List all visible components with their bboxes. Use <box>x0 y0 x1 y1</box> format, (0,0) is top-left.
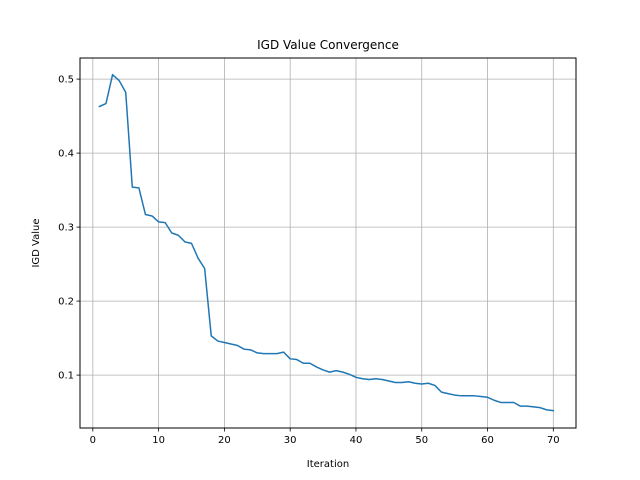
x-tick-label: 40 <box>350 435 363 446</box>
x-tick-label: 30 <box>284 435 297 446</box>
grid <box>80 58 576 428</box>
y-axis-title: IGD Value <box>31 218 42 267</box>
chart-title: IGD Value Convergence <box>257 38 399 52</box>
y-axis: 0.1 0.2 0.3 0.4 0.5 <box>58 75 80 382</box>
y-tick-label: 0.5 <box>58 75 74 86</box>
igd-series-line <box>98 73 555 412</box>
x-axis: 0 10 20 30 40 50 60 70 <box>90 428 560 446</box>
y-tick-label: 0.3 <box>58 223 74 234</box>
axes-frame <box>79 57 577 429</box>
x-axis-title: Iteration <box>307 459 349 470</box>
x-tick-label: 0 <box>90 435 96 446</box>
y-tick-label: 0.2 <box>58 297 74 308</box>
y-tick-label: 0.1 <box>58 371 74 382</box>
x-tick-label: 70 <box>547 435 560 446</box>
plot-area <box>98 73 555 412</box>
x-tick-label: 20 <box>218 435 231 446</box>
x-tick-label: 60 <box>481 435 494 446</box>
y-tick-label: 0.4 <box>58 149 74 160</box>
x-tick-label: 50 <box>415 435 428 446</box>
x-tick-label: 10 <box>152 435 165 446</box>
